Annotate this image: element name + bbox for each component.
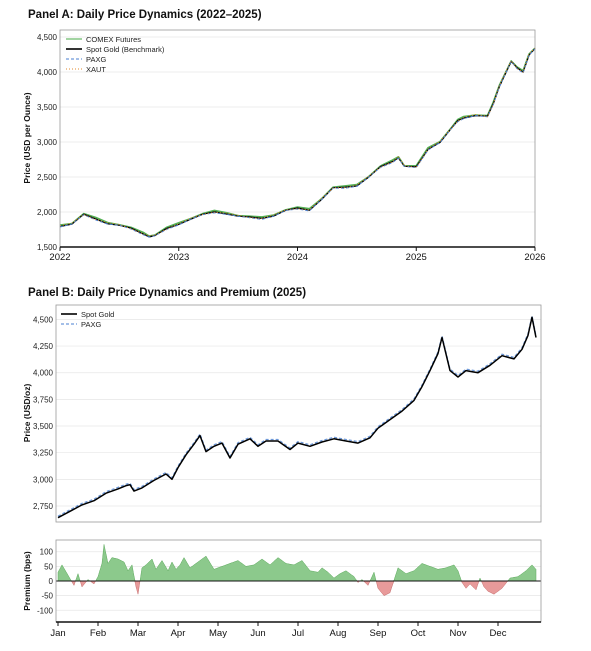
panel-b-series-paxg bbox=[57, 315, 537, 517]
panel-a-grid bbox=[60, 36, 535, 248]
premium-xtick-label: Sep bbox=[370, 628, 387, 639]
premium-xtick-label: Jul bbox=[292, 628, 304, 639]
legend-label: PAXG bbox=[86, 55, 106, 64]
panel-b-series-spot bbox=[57, 316, 537, 519]
premium-ytick-label: -100 bbox=[37, 606, 54, 615]
premium-yticks: -100 -50 0 50 100 bbox=[37, 548, 54, 616]
premium-xtick-label: Aug bbox=[330, 628, 347, 639]
panel-b: Panel B: Daily Price Dynamics and Premiu… bbox=[22, 287, 542, 523]
panel-b-frame bbox=[55, 304, 542, 523]
panel-a-series-xaut bbox=[59, 47, 536, 237]
premium-xtick-label: Oct bbox=[411, 628, 426, 639]
panel-a-series bbox=[59, 47, 536, 238]
panel-a-xtick-label: 2022 bbox=[49, 252, 70, 263]
premium-ytick-label: -50 bbox=[41, 592, 53, 601]
panel-b-ytick-label: 4,000 bbox=[33, 369, 54, 378]
panel-b-ytick-label: 4,500 bbox=[33, 315, 54, 324]
premium-ytick-label: 0 bbox=[49, 577, 54, 586]
panel-a-xtick-label: 2024 bbox=[287, 252, 308, 263]
panel-a-ytick-label: 4,000 bbox=[37, 68, 58, 77]
panel-b-yticks: 2,750 3,000 3,250 3,500 3,750 4,000 4,250 4,500 bbox=[33, 315, 54, 511]
panel-b-ytick-label: 4,250 bbox=[33, 342, 54, 351]
legend-label: XAUT bbox=[86, 65, 106, 74]
premium-xtick-label: Apr bbox=[171, 628, 186, 639]
panel-a-ytick-label: 2,000 bbox=[37, 208, 58, 217]
panel-b-legend-label: Spot Gold bbox=[81, 310, 114, 319]
premium-xtick-label: Feb bbox=[90, 628, 106, 639]
panel-b-ytick-label: 3,500 bbox=[33, 422, 54, 431]
premium-panel: -100 -50 0 50 100 Premium (bps) Jan Feb Mar Apr… bbox=[22, 539, 542, 639]
panel-a-yticks: 1,500 2,000 2,500 3,000 3,500 4,000 4,500 bbox=[37, 33, 58, 252]
panel-a-xtick-label: 2026 bbox=[524, 252, 545, 263]
panel-a-ytick-label: 4,500 bbox=[37, 33, 58, 42]
panel-b-series bbox=[57, 315, 537, 519]
panel-a-ytick-label: 1,500 bbox=[37, 243, 58, 252]
panel-a-xtick-label: 2023 bbox=[168, 252, 189, 263]
premium-xticks: Jan Feb Mar Apr May Jun Jul Aug Sep Oct Nov Dec bbox=[50, 622, 507, 639]
panel-b-ylabel: Price (USD/oz) bbox=[22, 384, 32, 443]
premium-area bbox=[56, 544, 541, 596]
panel-b-legend-label: PAXG bbox=[81, 320, 101, 329]
premium-xtick-label: Nov bbox=[450, 628, 467, 639]
premium-xtick-label: Jun bbox=[250, 628, 265, 639]
panel-a-ytick-label: 3,000 bbox=[37, 138, 58, 147]
premium-xtick-label: May bbox=[209, 628, 227, 639]
panel-a-title: Panel A: Daily Price Dynamics (2022–2025… bbox=[28, 9, 262, 21]
premium-xtick-label: Mar bbox=[130, 628, 146, 639]
panel-a-series-paxg bbox=[59, 48, 536, 238]
premium-positive-area bbox=[57, 544, 537, 582]
premium-ytick-label: 50 bbox=[44, 562, 53, 571]
panel-b-ytick-label: 2,750 bbox=[33, 502, 54, 511]
panel-a-frame bbox=[59, 29, 536, 248]
panel-a-ylabel: Price (USD per Ounce) bbox=[22, 92, 32, 183]
panel-b-ytick-label: 3,750 bbox=[33, 395, 54, 404]
premium-ytick-label: 100 bbox=[40, 548, 54, 557]
legend-label: Spot Gold (Benchmark) bbox=[86, 45, 165, 54]
panel-b-ytick-label: 3,000 bbox=[33, 475, 54, 484]
panel-a-ytick-label: 3,500 bbox=[37, 103, 58, 112]
panel-b-title: Panel B: Daily Price Dynamics and Premiu… bbox=[28, 287, 306, 299]
premium-xtick-label: Jan bbox=[50, 628, 65, 639]
legend-label: COMEX Futures bbox=[86, 35, 141, 44]
premium-ylabel: Premium (bps) bbox=[22, 551, 32, 611]
panel-b-grid bbox=[56, 319, 541, 507]
panel-a-ytick-label: 2,500 bbox=[37, 173, 58, 182]
panel-a: Panel A: Daily Price Dynamics (2022–2025… bbox=[22, 9, 546, 263]
premium-negative-area bbox=[58, 580, 536, 596]
panel-a-xtick-label: 2025 bbox=[406, 252, 427, 263]
panel-b-ytick-label: 3,250 bbox=[33, 449, 54, 458]
panel-a-xticks: 2022 2023 2024 2025 2026 bbox=[49, 247, 546, 263]
premium-xtick-label: Dec bbox=[490, 628, 507, 639]
